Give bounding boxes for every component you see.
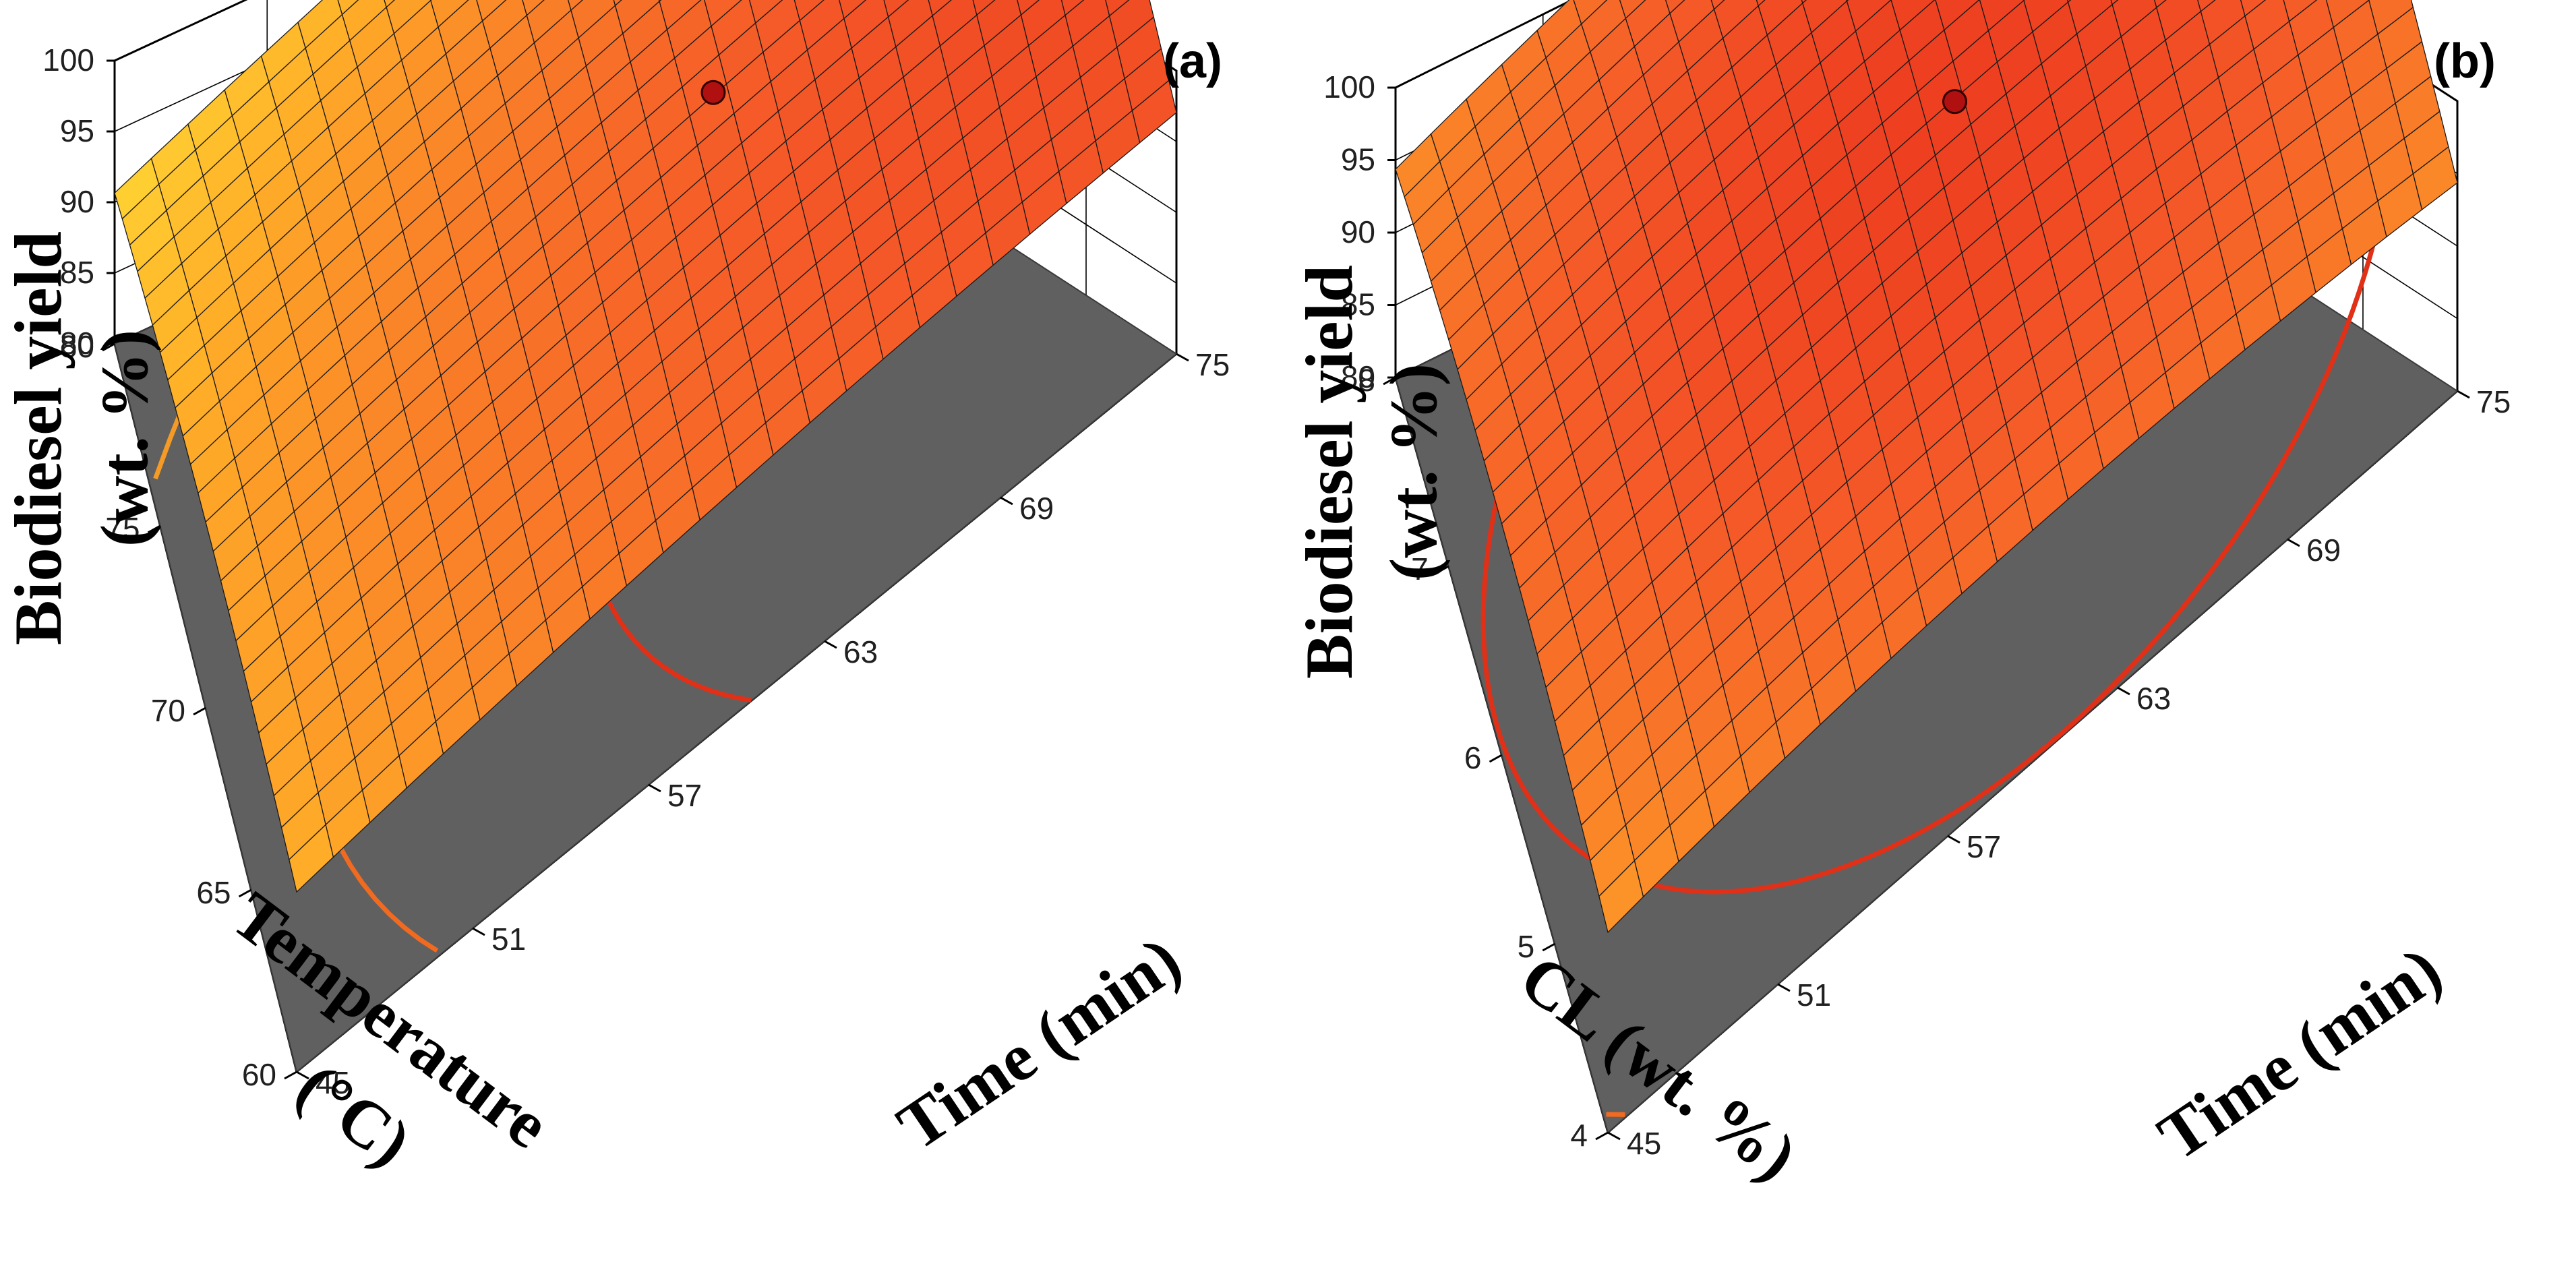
optimum-marker bbox=[1942, 89, 1967, 115]
left-tick-label: 70 bbox=[151, 693, 185, 728]
panel-a-right-axis-title: Time (min) bbox=[885, 922, 1194, 1164]
left-tick-mark bbox=[147, 524, 161, 534]
left-tick-mark bbox=[1595, 1131, 1609, 1141]
left-tick-label: 6 bbox=[1464, 740, 1482, 775]
right-tick-mark bbox=[296, 1071, 309, 1080]
panel-b-zlabel-line1: Biodiesel yield bbox=[1292, 265, 1367, 679]
right-tick-mark bbox=[1176, 353, 1189, 362]
z-tick-label: 100 bbox=[1323, 69, 1375, 104]
panel-a-label: (a) bbox=[1163, 34, 1222, 88]
panel-b-ticks: 100 95 90 85 808 7 6 5 4 45 51 57 63 69 75 bbox=[1323, 69, 2511, 1161]
panel-b-optimum bbox=[1942, 89, 1967, 115]
panel-a-zlabel-line1: Biodiesel yield bbox=[1, 231, 76, 645]
left-tick-label: 65 bbox=[196, 875, 231, 910]
left-tick-mark bbox=[193, 706, 206, 716]
right-tick-mark bbox=[1607, 1131, 1621, 1141]
left-tick-label: 75 bbox=[105, 511, 140, 546]
z-tick-label: 80 bbox=[1341, 359, 1375, 394]
right-tick-mark bbox=[2457, 390, 2470, 399]
panel-b-surface bbox=[1395, 0, 2458, 933]
left-tick-label: 7 bbox=[1411, 551, 1429, 586]
surface-facet bbox=[1598, 860, 1644, 933]
z-tick-label: 85 bbox=[60, 255, 94, 290]
panel-b: 100 95 90 85 808 7 6 5 4 45 51 57 63 69 75 (b) Biodies… bbox=[1292, 0, 2511, 1195]
right-tick-mark bbox=[2287, 538, 2300, 547]
left-tick-label: 4 bbox=[1570, 1118, 1588, 1153]
z-tick-label: 95 bbox=[1341, 142, 1375, 177]
right-tick-mark bbox=[1947, 835, 1960, 844]
optimum-marker bbox=[700, 80, 726, 105]
left-tick-label: 80 bbox=[60, 329, 94, 364]
right-tick-mark bbox=[472, 927, 485, 936]
panel-a-surface bbox=[114, 0, 1177, 893]
right-tick-label: 45 bbox=[1627, 1126, 1661, 1161]
right-tick-label: 69 bbox=[1019, 491, 1054, 526]
left-tick-mark bbox=[1489, 754, 1503, 763]
left-tick-mark bbox=[284, 1071, 297, 1080]
panel-b-zlabel-line2: (wt. %) bbox=[1376, 363, 1451, 580]
right-tick-label: 57 bbox=[1967, 829, 2001, 864]
right-tick-mark bbox=[648, 783, 661, 793]
left-tick-mark bbox=[238, 889, 252, 898]
panel-a-optimum bbox=[700, 80, 726, 105]
right-tick-mark bbox=[1000, 496, 1013, 506]
left-tick-label: 60 bbox=[242, 1057, 276, 1092]
right-tick-label: 69 bbox=[2306, 533, 2341, 568]
left-tick-label: 5 bbox=[1518, 929, 1535, 964]
panel-a-zlabel-line2: (wt. %) bbox=[87, 330, 162, 547]
left-tick-label: 8 bbox=[1358, 363, 1375, 398]
z-tick-label: 80 bbox=[60, 326, 94, 361]
panel-b-label: (b) bbox=[2434, 34, 2496, 88]
surface-facet bbox=[1710, 0, 1725, 10]
right-tick-label: 75 bbox=[1195, 347, 1230, 382]
right-tick-mark bbox=[824, 640, 837, 649]
right-tick-label: 57 bbox=[667, 778, 702, 813]
left-tick-mark bbox=[1436, 565, 1449, 574]
right-tick-label: 45 bbox=[316, 1065, 350, 1100]
left-tick-mark bbox=[1383, 376, 1396, 386]
right-tick-mark bbox=[1777, 983, 1791, 992]
contour-line bbox=[2047, 160, 2393, 746]
right-tick-label: 51 bbox=[1797, 977, 1831, 1013]
right-tick-label: 75 bbox=[2476, 384, 2511, 419]
right-tick-mark bbox=[2117, 686, 2130, 696]
right-tick-label: 63 bbox=[2136, 681, 2171, 716]
surface-facet bbox=[289, 824, 334, 893]
z-tick-label: 90 bbox=[60, 184, 94, 219]
left-tick-mark bbox=[102, 342, 115, 352]
right-tick-label: 51 bbox=[491, 922, 526, 957]
z-tick-label: 95 bbox=[60, 113, 94, 148]
right-tick-label: 63 bbox=[843, 634, 878, 669]
z-tick-label: 100 bbox=[42, 42, 94, 78]
z-tick-label: 90 bbox=[1341, 214, 1375, 249]
z-tick-label: 85 bbox=[1341, 287, 1375, 322]
left-tick-mark bbox=[1542, 942, 1555, 952]
panel-b-right-axis-title: Time (min) bbox=[2145, 932, 2455, 1174]
